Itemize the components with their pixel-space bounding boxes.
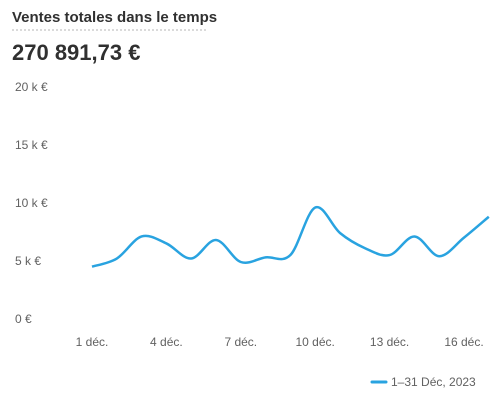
- y-tick-label: 20 k €: [15, 80, 48, 94]
- y-tick-label: 15 k €: [15, 138, 48, 152]
- line: [91, 205, 490, 268]
- x-tick-label: 7 déc.: [224, 335, 257, 349]
- legend-label: 1–31 Déc, 2023: [391, 375, 476, 389]
- x-tick-label: 4 déc.: [150, 335, 183, 349]
- y-tick-label: 10 k €: [15, 196, 48, 210]
- x-tick-label: 10 déc.: [296, 335, 335, 349]
- x-tick-label: 16 déc.: [444, 335, 483, 349]
- y-tick-label: 5 k €: [15, 254, 41, 268]
- x-tick-label: 1 déc.: [76, 335, 109, 349]
- y-tick-label: 0 €: [15, 312, 32, 326]
- x-tick-label: 13 déc.: [370, 335, 409, 349]
- total-value: 270 891,73 €: [12, 40, 140, 65]
- chart-title: Ventes totales dans le temps: [12, 9, 217, 26]
